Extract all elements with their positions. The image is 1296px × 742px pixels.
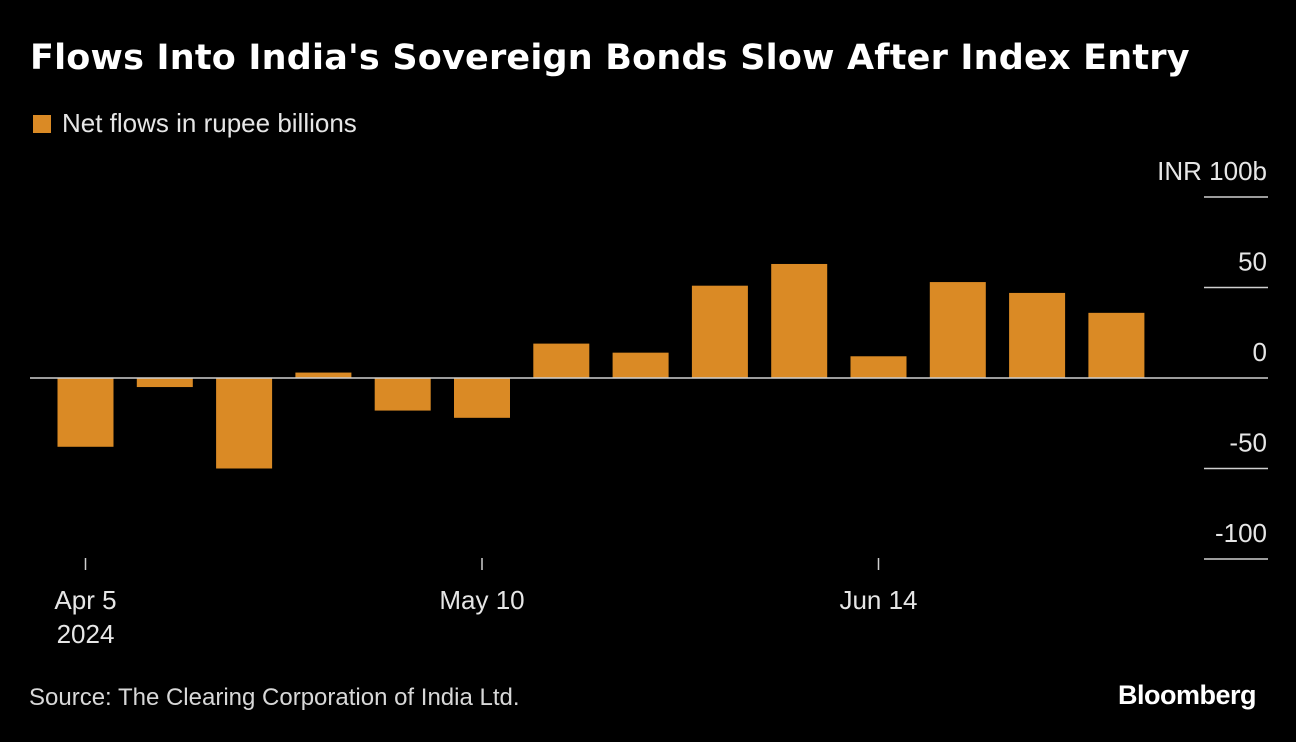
bar [612,352,669,378]
x-tick-label: Apr 5 [54,585,116,615]
x-tick-label: Jun 14 [839,585,917,615]
bar [374,378,431,411]
bar [771,263,828,378]
bar [929,282,986,378]
y-tick-label: 50 [1238,247,1267,277]
y-tick-label: 0 [1253,337,1267,367]
x-axis: Apr 5 2024 May 10 Jun 14 [54,558,918,649]
bar [216,378,273,469]
legend-swatch [33,114,51,133]
source-note: Source: The Clearing Corporation of Indi… [29,684,520,711]
legend: Net flows in rupee billions [33,108,357,139]
bar [57,378,114,447]
x-tick-sublabel: 2024 [57,619,115,649]
bars [57,263,1145,469]
y-gridlines: INR 100b 50 0 -50 -100 [1157,156,1268,560]
bar [1009,292,1066,378]
y-tick-label: -100 [1215,518,1267,548]
bar [295,372,352,378]
bar [454,378,510,418]
y-tick-label: INR 100b [1157,156,1267,186]
bar [1088,312,1145,378]
bar [136,378,193,388]
bar [533,343,590,378]
bloomberg-logo: Bloomberg [1117,680,1257,710]
legend-label: Net flows in rupee billions [62,108,357,138]
x-tick-label: May 10 [439,585,524,615]
bar [850,356,907,378]
bar [691,285,748,378]
y-tick-label: -50 [1229,428,1267,458]
chart-title: Flows Into India's Sovereign Bonds Slow … [30,38,1190,78]
